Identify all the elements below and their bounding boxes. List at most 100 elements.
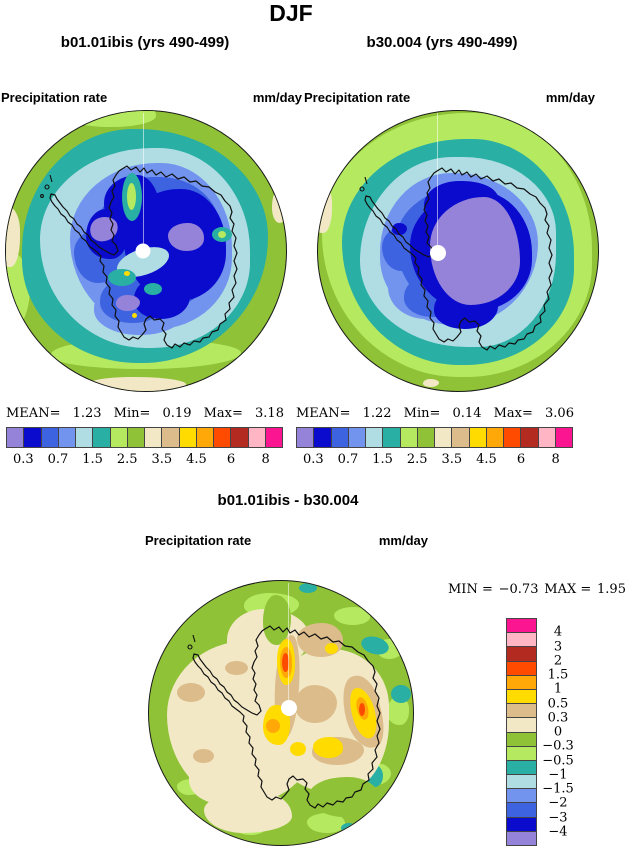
colorbar-tick-label: 1.5 [372,452,393,467]
contour-region [124,271,130,276]
max-label: MAX = [544,582,592,597]
max-label: Max= [203,406,243,421]
contour-region [334,607,370,625]
contour-region [299,583,317,593]
contour-region [272,189,286,223]
colorbar-cell [231,428,249,447]
colorbar-tick-label: 0.3 [302,452,324,467]
colorbar-cell [265,428,282,447]
contour-region [225,661,248,675]
contour-region [218,231,226,238]
colorbar-tick-label: 8 [261,452,270,467]
colorbar-cell [507,817,536,832]
colorbar-tick-label: 6 [226,452,236,467]
colorbar-tick-label: −4 [548,824,568,840]
colorbar-tick-label: 4.5 [476,452,497,467]
colorbar-cell [127,428,145,447]
map-left [5,110,287,392]
colorbar-cell [507,704,536,719]
contour-region [193,749,214,763]
figure-title: DJF [269,0,313,26]
contour-region [6,207,20,267]
colorbar-cell [400,428,418,447]
colorbar-cell [555,428,572,447]
colorbar-cell [507,647,536,662]
contour-region [234,117,268,133]
colorbar-left-ticks: 0.3 0.7 1.5 2.5 3.5 4.5 6 8 [6,452,283,468]
min-value: 0.19 [162,406,192,421]
colorbar-tick-label: 0 [553,724,563,740]
colorbar-tick-label: 0.7 [337,452,359,467]
colorbar-tick-label: −3 [548,810,568,825]
colorbar-cell [469,428,487,447]
colorbar-tick-label: 3.5 [441,452,463,467]
colorbar-right-ticks: 0.3 0.7 1.5 2.5 3.5 4.5 6 8 [296,452,573,468]
colorbar-cell [314,428,332,447]
mean-label: MEAN= [6,406,61,421]
min-label: Min= [113,406,151,421]
colorbar-cell [435,428,453,447]
contour-region [290,742,306,756]
contour-region [430,197,520,305]
colorbar-cell [366,428,384,447]
colorbar-cell [507,619,536,634]
island [187,644,193,650]
diff-stats-row: MIN = −0.73 MAX = 1.95 [448,582,626,597]
contour-region [359,703,365,716]
colorbar-tick-label: 2.5 [116,452,138,467]
colorbar-cell [507,746,536,761]
contour-region [341,823,357,833]
right-field-label: Precipitation rate [304,90,411,105]
contour-region [132,313,137,318]
min-label: MIN = [448,582,493,597]
contour-region [108,269,136,286]
colorbar-tick-label: −2 [548,795,568,811]
map-diff [148,580,414,846]
min-value: 0.14 [452,406,482,421]
colorbar-tick-label: 6 [516,452,526,467]
contour-region [86,377,186,391]
max-label: Max= [493,406,533,421]
diff-field-label: Precipitation rate [145,533,252,548]
colorbar-cell [507,718,536,733]
colorbar-cell [521,428,539,447]
colorbar-cell [507,675,536,690]
contour-region [307,813,345,833]
right-units-label: mm/day [545,90,595,105]
min-value: −0.73 [498,582,539,597]
colorbar-cell [41,428,59,447]
colorbar-cell [196,428,214,447]
max-value: 1.95 [597,582,626,597]
colorbar-tick-label: −0.5 [542,753,574,768]
colorbar-cell [504,428,522,447]
colorbar-cell [76,428,94,447]
colorbar-diff [506,618,537,846]
contour-region [204,791,292,833]
left-panel-label-row: Precipitation rate mm/day [1,90,302,105]
max-value: 3.18 [255,406,284,421]
colorbar-cell [179,428,197,447]
left-units-label: mm/day [252,90,302,105]
colorbar-tick-label: 3 [553,639,563,654]
colorbar-tick-label: 1.5 [547,667,569,683]
colorbar-tick-label: −1.5 [542,781,574,797]
contour-region [144,283,162,295]
colorbar-cell [93,428,111,447]
contour-region [266,719,280,733]
colorbar-cell [331,428,349,447]
island [192,634,196,643]
colorbar-tick-label: −0.3 [542,738,574,754]
colorbar-cell [162,428,180,447]
colorbar-cell [507,789,536,804]
diff-panel-label-row: Precipitation rate mm/day [145,533,428,548]
colorbar-cell [486,428,504,447]
left-field-label: Precipitation rate [1,90,108,105]
colorbar-cell [507,760,536,776]
contour-region [423,379,439,387]
colorbar-tick-label: 4 [553,624,563,640]
mean-label: MEAN= [296,406,351,421]
colorbar-cell [538,428,556,447]
colorbar-tick-label: 3.5 [151,452,173,467]
colorbar-tick-label: 8 [551,452,560,467]
